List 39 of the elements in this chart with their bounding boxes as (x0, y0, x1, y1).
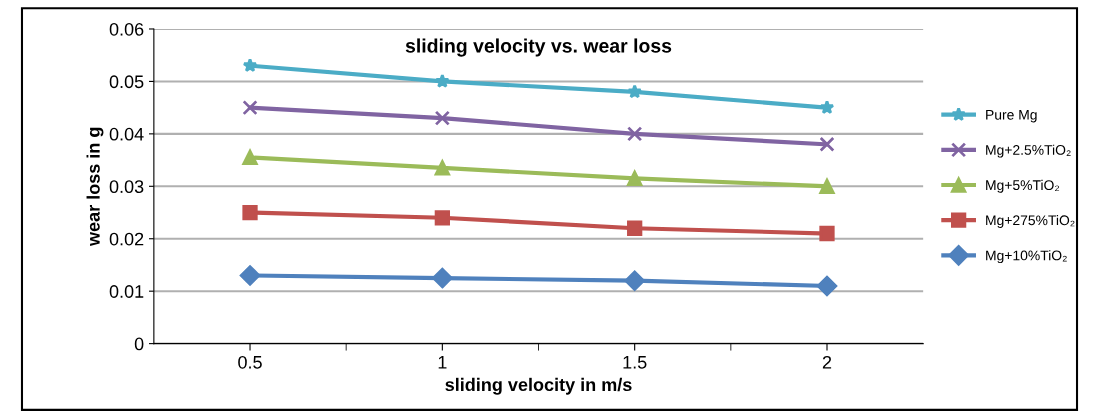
legend-label: Mg+10%TiO₂ (986, 250, 1067, 264)
point (239, 265, 261, 286)
point (627, 84, 643, 99)
point (627, 220, 643, 236)
y-tick-label: 0.05 (109, 75, 144, 89)
point (819, 178, 835, 194)
y-axis-title: wear loss in g (86, 127, 104, 247)
x-tick-label: 0.5 (238, 355, 262, 369)
point (242, 149, 258, 166)
chart-title: sliding velocity vs. wear loss (405, 38, 672, 57)
x-tick-label: 1 (438, 356, 447, 369)
point (434, 110, 450, 126)
point (624, 270, 645, 291)
y-tick-label: 0.03 (109, 180, 144, 194)
point (432, 267, 453, 289)
y-tick-label: 0 (134, 337, 144, 351)
legend-label: Pure Mg (986, 110, 1037, 123)
point (819, 100, 835, 115)
point (242, 58, 258, 73)
y-tick-label: 0.01 (109, 285, 144, 298)
point (242, 204, 258, 221)
point (627, 126, 643, 142)
legend-label: Mg+5%TiO₂ (986, 179, 1060, 193)
legend-label: Mg+275%TiO₂ (986, 215, 1075, 228)
point (819, 225, 835, 242)
x-tick-label: 2 (822, 355, 832, 369)
point (819, 136, 835, 152)
point (816, 275, 838, 297)
y-tick-label: 0.06 (109, 22, 144, 36)
y-tick-label: 0.02 (109, 232, 144, 246)
point (627, 170, 643, 187)
legend-label: Mg+2.5%TiO₂ (986, 144, 1071, 158)
point (242, 100, 258, 116)
x-tick-label: 1.5 (623, 356, 647, 369)
y-tick-label: 0.04 (109, 127, 144, 141)
x-axis-title: sliding velocity in m/s (445, 377, 632, 395)
point (434, 160, 450, 176)
point (434, 210, 450, 226)
point (435, 73, 450, 88)
